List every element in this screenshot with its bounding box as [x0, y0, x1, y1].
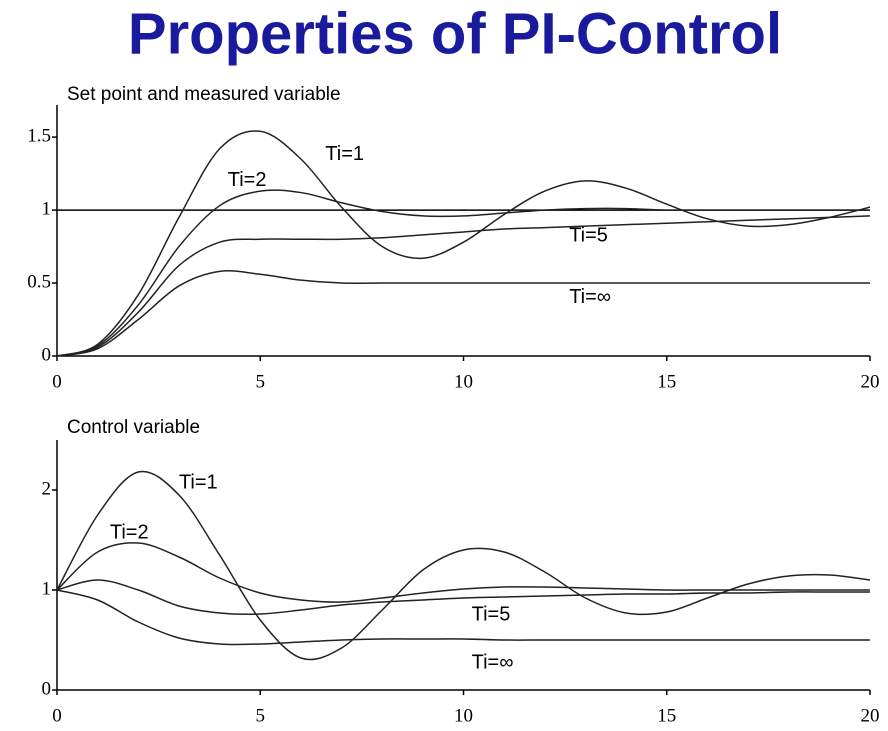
line [56, 542, 870, 603]
x-tick-label: 0 [52, 371, 62, 392]
curve-label: Ti=2 [228, 169, 267, 191]
x-tick-label: 0 [52, 705, 62, 726]
curve-label: Ti=5 [472, 603, 511, 625]
x-tick-label: 15 [657, 705, 676, 726]
x-tick-label: 20 [861, 371, 880, 392]
x-tick-label: 10 [454, 371, 473, 392]
y-tick-label: 0 [42, 344, 52, 365]
line [56, 470, 871, 661]
x-tick-label: 5 [256, 371, 266, 392]
y-tick-label: 0 [42, 678, 52, 699]
x-tick-label: 15 [657, 371, 676, 392]
curve-label: Ti=∞ [569, 286, 611, 308]
y-tick-label: 2 [42, 478, 52, 499]
line [56, 579, 870, 616]
y-tick-label: 1 [42, 198, 52, 219]
curve-label: Ti=∞ [472, 651, 514, 673]
page-title: Properties of PI-Control [128, 1, 782, 66]
line [56, 130, 871, 357]
x-tick-label: 5 [256, 705, 266, 726]
curve-label: Ti=2 [110, 521, 149, 543]
y-tick-label: 0.5 [27, 271, 51, 292]
curve-label: Ti=1 [179, 471, 218, 493]
line [56, 270, 870, 357]
chart-subtitle: Control variable [67, 417, 200, 438]
line [56, 215, 871, 357]
y-tick-label: 1 [42, 578, 52, 599]
y-tick-label: 1.5 [27, 125, 51, 146]
line [56, 589, 870, 646]
x-tick-label: 20 [861, 705, 880, 726]
line [56, 189, 870, 357]
curve-label: Ti=5 [569, 225, 608, 247]
x-tick-label: 10 [454, 705, 473, 726]
curve-label: Ti=1 [325, 143, 364, 165]
chart-subtitle: Set point and measured variable [67, 84, 341, 105]
